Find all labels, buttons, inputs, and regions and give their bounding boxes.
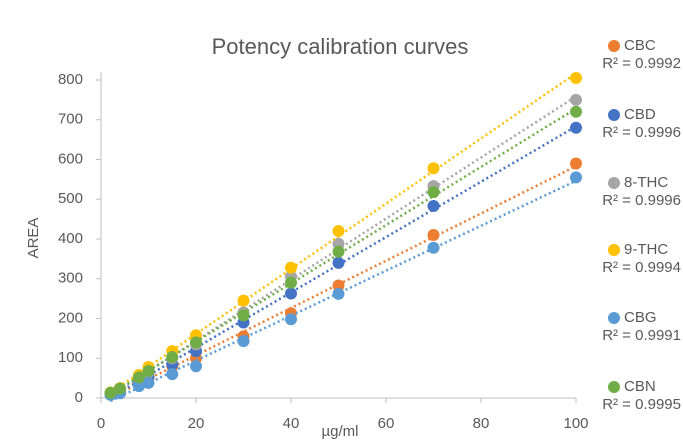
data-point (332, 279, 345, 292)
data-point (570, 105, 582, 118)
x-axis-label: µg/ml (322, 423, 359, 440)
trendline (109, 165, 577, 399)
x-tick-label: 100 (563, 415, 588, 432)
legend-marker (608, 244, 620, 256)
data-point (285, 261, 297, 274)
legend-marker (608, 381, 620, 393)
legend-label: CBG (624, 309, 657, 326)
legend-label: CBC (624, 37, 656, 54)
data-point (166, 351, 179, 364)
data-point (133, 371, 145, 384)
data-point (285, 313, 297, 326)
y-tick-label: 700 (58, 111, 83, 128)
data-point (332, 245, 345, 258)
data-point (570, 93, 582, 106)
data-point (104, 386, 117, 399)
r-squared-label: R² = 0.9992 (602, 55, 681, 72)
r-squared-label: R² = 0.9995 (602, 396, 681, 413)
y-tick-label: 200 (58, 309, 83, 326)
x-tick-label: 0 (97, 415, 105, 432)
data-point (190, 336, 202, 349)
trendline (109, 179, 577, 403)
data-point (332, 225, 345, 238)
data-point (285, 276, 297, 289)
data-point (237, 294, 250, 307)
data-point (285, 287, 297, 300)
data-point (190, 360, 202, 373)
r-squared-label: R² = 0.9996 (602, 124, 681, 141)
legend-label: CBD (624, 106, 656, 123)
data-point (142, 376, 155, 389)
legend-marker (608, 177, 620, 189)
chart-title: Potency calibration curves (212, 34, 469, 59)
y-tick-label: 600 (58, 150, 83, 167)
y-tick-label: 500 (58, 190, 83, 207)
data-point (237, 335, 250, 348)
legend-label: 8-THC (624, 174, 668, 191)
x-tick-label: 40 (283, 415, 300, 432)
legend-marker (608, 40, 620, 52)
data-point (332, 256, 345, 269)
data-point (114, 382, 126, 395)
y-axis-label: AREA (25, 218, 42, 259)
x-tick-label: 80 (473, 415, 490, 432)
data-point (237, 309, 250, 322)
legend-label: CBN (624, 378, 656, 395)
data-point (427, 229, 440, 242)
data-point (570, 72, 582, 85)
data-point (570, 121, 582, 134)
y-tick-label: 800 (58, 71, 83, 88)
data-point (427, 186, 440, 199)
r-squared-label: R² = 0.9994 (602, 259, 681, 276)
data-point (570, 171, 582, 184)
legend-marker (608, 109, 620, 121)
data-point (332, 287, 345, 300)
legend-marker (608, 312, 620, 324)
y-tick-label: 300 (58, 270, 83, 287)
x-tick-label: 60 (378, 415, 395, 432)
data-point (166, 368, 179, 381)
data-point (133, 380, 145, 393)
x-tick-label: 20 (188, 415, 205, 432)
data-point (427, 241, 440, 254)
data-point (570, 157, 582, 170)
trendline (109, 107, 577, 396)
r-squared-label: R² = 0.9991 (602, 327, 681, 344)
r-squared-label: R² = 0.9996 (602, 192, 681, 209)
trendline (109, 72, 577, 394)
legend-label: 9-THC (624, 241, 668, 258)
data-point (427, 200, 440, 213)
data-point (427, 162, 440, 175)
data-point (142, 364, 155, 377)
y-tick-label: 0 (75, 389, 83, 406)
y-tick-label: 100 (58, 349, 83, 366)
y-tick-label: 400 (58, 230, 83, 247)
